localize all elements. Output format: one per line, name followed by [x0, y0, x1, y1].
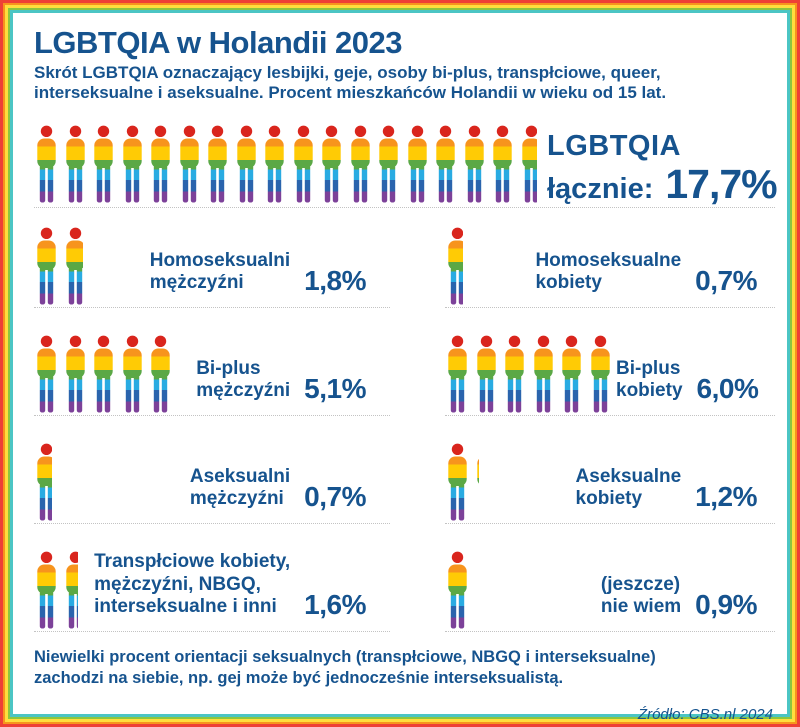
stat-value: 0,9%: [695, 588, 757, 620]
person-icon: [148, 335, 173, 415]
person-icon: [474, 335, 499, 415]
stat-value: 1,6%: [304, 588, 366, 620]
stat-value: 6,0%: [696, 372, 759, 404]
person-icon: [588, 335, 613, 415]
source-note: Źródło: CBS.nl 2024: [637, 705, 773, 723]
stat-value: 1,8%: [304, 264, 366, 296]
stat-jeszcze-nie-wiem: (jeszcze) nie wiem 0,9%: [445, 551, 775, 633]
stat-figures: [34, 443, 56, 523]
stats-grid: Homoseksualni mężczyźni 1,8% Homoseksualne…: [34, 227, 776, 633]
person-icon: [63, 335, 88, 415]
person-icon: [91, 125, 116, 205]
total-word: łącznie:: [547, 173, 654, 206]
stat-bi-plus-kobiety: Bi-plus kobiety 6,0%: [445, 335, 776, 417]
stat-label-group: Homoseksualne kobiety 0,7%: [535, 249, 775, 296]
stat-label: Homoseksualni mężczyźni: [149, 249, 291, 293]
stat-figures: [34, 227, 86, 307]
stat-label: Aseksualne kobiety: [575, 465, 682, 509]
stat-figures: [445, 335, 616, 415]
total-figures: [34, 125, 540, 205]
person-icon: [34, 551, 59, 631]
person-icon: [519, 125, 537, 205]
person-icon: [63, 551, 78, 631]
stat-value: 5,1%: [304, 372, 366, 404]
person-icon: [34, 335, 59, 415]
total-label: LGBTQIA: [547, 130, 681, 163]
stat-label-group: Aseksualne kobiety 1,2%: [575, 465, 775, 512]
person-icon: [559, 335, 584, 415]
person-icon: [445, 443, 470, 523]
stat-figures: [445, 227, 467, 307]
person-icon: [34, 227, 59, 307]
stat-value: 1,2%: [695, 480, 757, 512]
stat-value: 0,7%: [695, 264, 757, 296]
stat-label: Bi-plus mężczyźni: [196, 357, 291, 401]
stat-homoseksualni-mezczyzni: Homoseksualni mężczyźni 1,8%: [34, 227, 390, 309]
stat-label: Transpłciowe kobiety, mężczyźni, NBGQ, i…: [94, 551, 291, 617]
stat-label-group: Transpłciowe kobiety, mężczyźni, NBGQ, i…: [94, 551, 390, 618]
page-title: LGBTQIA w Holandii 2023: [34, 25, 403, 60]
stat-homoseksualne-kobiety: Homoseksualne kobiety 0,7%: [445, 227, 775, 309]
person-icon: [177, 125, 202, 205]
stat-figures: [34, 551, 81, 631]
person-icon: [502, 335, 527, 415]
total-row: LGBTQIA łącznie: 17,7%: [34, 125, 778, 209]
stat-label-group: Aseksualni mężczyźni 0,7%: [189, 465, 390, 512]
stat-label-group: (jeszcze) nie wiem 0,9%: [600, 573, 775, 620]
person-icon: [445, 551, 468, 631]
person-icon: [120, 125, 145, 205]
person-icon: [148, 125, 173, 205]
total-label-block: LGBTQIA łącznie: 17,7%: [547, 130, 778, 208]
person-icon: [376, 125, 401, 205]
stat-bi-plus-mezczyzni: Bi-plus mężczyźni 5,1%: [34, 335, 390, 417]
stat-value: 0,7%: [304, 480, 366, 512]
person-icon: [445, 227, 463, 307]
person-icon: [262, 125, 287, 205]
stat-transplciowe-i-inni: Transpłciowe kobiety, mężczyźni, NBGQ, i…: [34, 551, 390, 633]
person-icon: [319, 125, 344, 205]
person-icon: [433, 125, 458, 205]
person-icon: [177, 335, 180, 415]
footnote: Niewielki procent orientacji seksualnych…: [34, 648, 656, 688]
person-icon: [234, 125, 259, 205]
person-icon: [205, 125, 230, 205]
person-icon: [291, 125, 316, 205]
person-icon: [34, 125, 59, 205]
person-icon: [405, 125, 430, 205]
person-icon: [445, 335, 470, 415]
person-icon: [531, 335, 556, 415]
stat-label-group: Bi-plus kobiety 6,0%: [616, 357, 776, 404]
stat-figures: [34, 335, 183, 415]
person-icon: [63, 125, 88, 205]
stat-figures: [445, 443, 482, 523]
stat-label-group: Bi-plus mężczyźni 5,1%: [196, 357, 390, 404]
person-icon: [120, 335, 145, 415]
person-icon: [348, 125, 373, 205]
stat-label: Aseksualni mężczyźni: [189, 465, 291, 509]
stat-label: Homoseksualne kobiety: [535, 249, 682, 293]
stat-aseksualni-mezczyzni: Aseksualni mężczyźni 0,7%: [34, 443, 390, 525]
person-icon: [91, 335, 116, 415]
page-subtitle: Skrót LGBTQIA oznaczający lesbijki, geje…: [34, 62, 667, 103]
stat-label: Bi-plus kobiety: [616, 357, 683, 401]
stat-figures: [445, 551, 472, 631]
person-icon: [34, 443, 52, 523]
total-value: 17,7%: [665, 161, 777, 208]
stat-label: (jeszcze) nie wiem: [600, 573, 682, 617]
person-icon: [462, 125, 487, 205]
stat-label-group: Homoseksualni mężczyźni 1,8%: [149, 249, 390, 296]
person-icon: [490, 125, 515, 205]
person-icon: [63, 227, 83, 307]
stat-aseksualne-kobiety: Aseksualne kobiety 1,2%: [445, 443, 775, 525]
person-icon: [474, 443, 479, 523]
